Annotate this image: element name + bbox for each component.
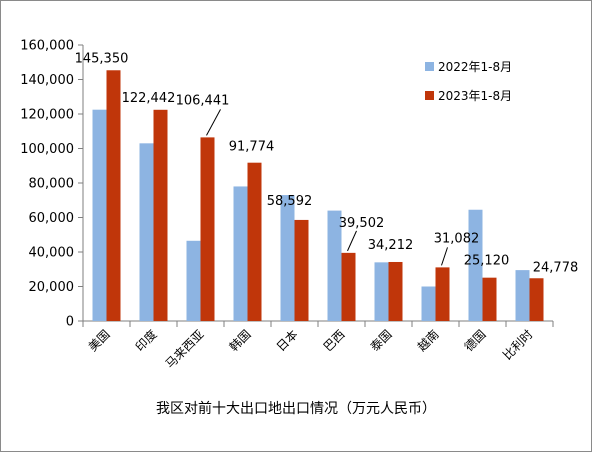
data-label: 106,441 (176, 93, 230, 108)
bar-2023 (341, 252, 356, 321)
chart-title: 我区对前十大出口地出口情况（万元人民币） (156, 401, 436, 417)
data-label-leader (347, 230, 357, 252)
bar-2023 (435, 267, 450, 321)
bar-2022 (186, 240, 201, 321)
y-tick-label: 160,000 (20, 39, 74, 54)
x-tick-label: 德国 (461, 327, 489, 355)
data-label: 39,502 (339, 216, 385, 231)
y-tick-label: 40,000 (29, 246, 75, 261)
bar-2023 (106, 70, 121, 322)
bar-2022 (233, 186, 248, 321)
y-tick-label: 140,000 (20, 73, 74, 88)
x-tick-label: 马来西亚 (163, 327, 207, 371)
data-label: 91,774 (229, 140, 275, 155)
data-label: 58,592 (267, 194, 313, 209)
bar-2023 (294, 219, 309, 321)
x-tick-label: 印度 (132, 327, 160, 355)
y-tick-label: 60,000 (29, 211, 75, 226)
bar-2022 (374, 262, 389, 321)
data-label-leader (206, 109, 221, 136)
bar-2023 (388, 261, 403, 321)
x-tick-label: 美国 (86, 327, 113, 354)
x-tick-label: 越南 (414, 327, 442, 355)
bar-2023 (529, 278, 544, 321)
data-label: 25,120 (464, 254, 510, 269)
data-label: 34,212 (368, 238, 414, 253)
x-tick-label: 巴西 (321, 327, 348, 354)
bar-2023 (200, 137, 215, 321)
bar-2022 (421, 286, 436, 321)
data-label: 145,350 (75, 51, 129, 66)
bar-2022 (327, 210, 342, 321)
data-label: 122,442 (122, 91, 176, 106)
bar-2022 (468, 209, 483, 321)
data-label: 24,778 (533, 260, 579, 275)
bar-2023 (482, 277, 497, 321)
data-label-leader (441, 247, 448, 266)
legend-label: 2023年1-8月 (438, 89, 512, 103)
legend-label: 2022年1-8月 (438, 60, 512, 74)
legend-swatch (425, 62, 434, 71)
x-tick-label: 比利时 (500, 327, 535, 362)
y-tick-label: 80,000 (29, 177, 75, 192)
y-tick-label: 20,000 (29, 280, 75, 295)
bar-2022 (139, 143, 154, 321)
x-tick-label: 泰国 (368, 327, 395, 354)
bar-2023 (153, 109, 168, 321)
y-tick-label: 0 (66, 315, 74, 330)
bar-2022 (92, 109, 107, 321)
bar-2023 (247, 162, 262, 321)
x-tick-label: 日本 (274, 327, 301, 354)
y-tick-label: 120,000 (20, 108, 74, 123)
bar-2022 (515, 270, 530, 321)
x-tick-label: 韩国 (226, 327, 254, 355)
legend-swatch (425, 91, 434, 100)
data-label: 31,082 (434, 231, 480, 246)
bar-2022 (280, 195, 295, 321)
y-tick-label: 100,000 (20, 142, 74, 157)
